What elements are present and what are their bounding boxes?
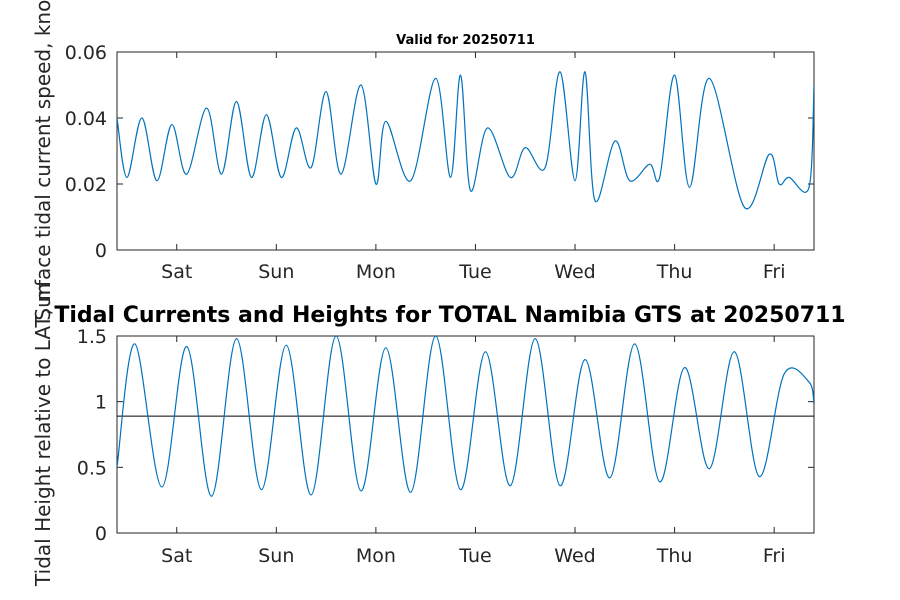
panel-2-xtick-label: Tue [458, 545, 491, 567]
panel-2-ytick-label: 1 [95, 392, 107, 414]
panel-2-xtick-label: Thu [656, 545, 693, 567]
panel-2-ytick-label: 1.5 [77, 326, 107, 348]
panel-2-xtick-label: Sat [161, 545, 192, 567]
panel-1-title: Valid for 20250711 [396, 33, 535, 48]
panel-1-xtick-label: Tue [458, 261, 491, 283]
panel-2-xtick-label: Wed [554, 545, 595, 567]
panel-2-axes-box [116, 335, 815, 534]
panel-2-xtick-label: Sun [258, 545, 294, 567]
panel-1-axes-box [116, 51, 815, 251]
panel-2-xtick-label: Mon [356, 545, 396, 567]
panel-2-title: Tidal Currents and Heights for TOTAL Nam… [54, 303, 845, 328]
panel-1-series-line [117, 71, 814, 210]
panel-1-xtick-label: Sat [161, 261, 192, 283]
panel-2-xtick-label: Fri [763, 545, 786, 567]
panel-1-ytick-label: 0.06 [65, 42, 107, 64]
panel-1-xtick-label: Fri [763, 261, 786, 283]
panel-1-xtick-label: Mon [356, 261, 396, 283]
panel-2-series-line [117, 336, 814, 497]
panel-1-xtick-label: Wed [554, 261, 595, 283]
panel-1-ylabel: Surface tidal current speed, knots [31, 0, 55, 321]
panel-2-ytick-label: 0.5 [77, 457, 107, 479]
panel-1-xtick-label: Thu [656, 261, 693, 283]
panel-1-ytick-label: 0.04 [65, 108, 107, 130]
panel-2-ytick-label: 0 [95, 523, 107, 545]
panel-2-ylabel: Tidal Height relative to LAT, m [31, 283, 55, 587]
panel-1-xtick-label: Sun [258, 261, 294, 283]
panel-1-ytick-label: 0.02 [65, 174, 107, 196]
panel-1-ytick-label: 0 [95, 240, 107, 262]
